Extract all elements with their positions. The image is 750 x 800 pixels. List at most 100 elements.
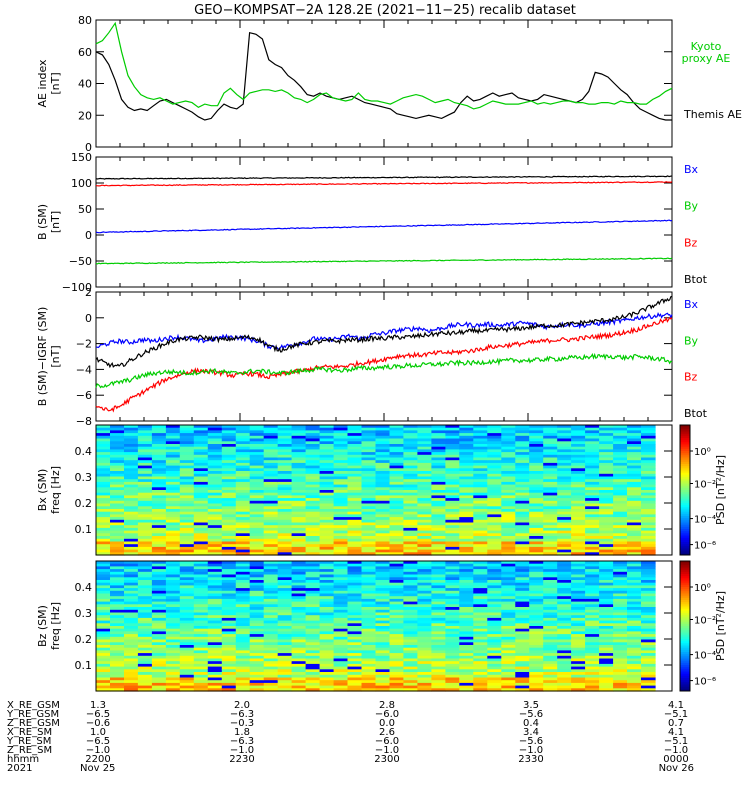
- spectrogram-cell: [305, 525, 321, 529]
- spectrogram-cell: [529, 552, 544, 556]
- spectrogram-cell: [277, 544, 293, 548]
- spectrogram-cell: [445, 588, 460, 592]
- spectrogram-cell: [543, 468, 558, 472]
- spectrogram-cell: [501, 566, 516, 570]
- spectrogram-cell: [235, 506, 251, 510]
- spectrogram-cell: [347, 566, 363, 570]
- spectrogram-cell: [445, 487, 460, 491]
- spectrogram-cell: [501, 634, 516, 638]
- spectrogram-cell: [641, 685, 656, 689]
- spectrogram-cell: [585, 527, 600, 532]
- spectrogram-cell: [375, 590, 391, 595]
- spectrogram-cell: [557, 680, 572, 684]
- colorbar-step: [680, 529, 690, 532]
- spectrogram-cell: [445, 642, 460, 646]
- spectrogram-cell: [165, 674, 181, 679]
- spectrogram-cell: [347, 631, 363, 635]
- spectrogram-cell: [263, 473, 279, 478]
- spectrogram-cell: [431, 454, 446, 459]
- spectrogram-cell: [305, 628, 321, 632]
- spectrogram-cell: [403, 476, 418, 480]
- spectrogram-cell: [571, 666, 586, 670]
- spectrogram-cell: [557, 484, 572, 488]
- spectrogram-cell: [515, 541, 530, 545]
- spectrogram-cell: [585, 473, 600, 478]
- spectrogram-cell: [235, 511, 251, 515]
- spectrogram-cell: [249, 506, 265, 510]
- spectrogram-cell: [389, 612, 405, 616]
- spectrogram-cell: [599, 441, 614, 445]
- spectrogram-cell: [124, 661, 139, 665]
- spectrogram-cell: [263, 580, 279, 584]
- spectrogram-cell: [515, 669, 530, 673]
- spectrogram-cell: [557, 454, 572, 459]
- spectrogram-cell: [417, 598, 432, 603]
- spectrogram-cell: [221, 585, 237, 589]
- spectrogram-cell: [571, 446, 586, 450]
- spectrogram-cell: [529, 647, 544, 651]
- spectrogram-cell: [165, 473, 181, 478]
- spectrogram-cell: [291, 617, 307, 622]
- spectrogram-cell: [627, 460, 642, 464]
- spectrogram-cell: [165, 462, 181, 467]
- spectrogram-cell: [501, 682, 516, 687]
- colorbar-step: [680, 435, 690, 439]
- spectrogram-cell: [347, 514, 363, 518]
- spectrogram-cell: [627, 593, 642, 597]
- spectrogram-cell: [124, 522, 139, 526]
- spectrogram-cell: [627, 427, 642, 431]
- spectrogram-cell: [375, 517, 391, 521]
- spectrogram-cell: [403, 585, 418, 589]
- spectrogram-cell: [375, 580, 391, 584]
- spectrogram-cell: [571, 460, 586, 464]
- spectrogram-cell: [543, 601, 558, 605]
- spectrogram-cell: [585, 525, 600, 529]
- spectrogram-cell: [557, 544, 572, 548]
- y-tick-label: 0.1: [75, 659, 93, 672]
- spectrogram-cell: [110, 615, 125, 619]
- spectrogram-cell: [641, 601, 656, 605]
- spectrogram-cell: [179, 517, 195, 521]
- spectrogram-cell: [347, 663, 363, 668]
- spectrogram-cell: [501, 457, 516, 461]
- spectrogram-cell: [459, 596, 474, 600]
- spectrogram-cell: [515, 634, 530, 638]
- spectrogram-cell: [347, 490, 363, 494]
- spectrogram-cell: [515, 682, 530, 687]
- spectrogram-cell: [96, 544, 111, 548]
- spectrogram-cell: [613, 580, 628, 584]
- spectrogram-cell: [249, 615, 265, 619]
- spectrogram-cell: [501, 666, 516, 670]
- spectrogram-cell: [557, 476, 572, 480]
- spectrogram-cell: [305, 473, 321, 478]
- spectrogram-cell: [529, 549, 544, 553]
- spectrogram-cell: [403, 566, 418, 570]
- spectrogram-cell: [165, 544, 181, 548]
- spectrogram-cell: [403, 479, 418, 483]
- spectrogram-cell: [263, 685, 279, 689]
- spectrogram-cell: [417, 677, 432, 681]
- spectrogram-cell: [263, 566, 279, 570]
- spectrogram-cell: [585, 479, 600, 483]
- spectrogram-cell: [207, 452, 223, 456]
- spectrogram-cell: [110, 674, 125, 679]
- spectrogram-cell: [543, 511, 558, 515]
- spectrogram-cell: [235, 487, 251, 491]
- spectrogram-cell: [361, 544, 377, 548]
- spectrogram-cell: [627, 511, 642, 515]
- spectrogram-cell: [375, 425, 391, 429]
- spectrogram-cell: [249, 645, 265, 649]
- spectrogram-cell: [431, 607, 446, 611]
- spectrogram-cell: [179, 623, 195, 627]
- spectrogram-cell: [501, 433, 516, 437]
- spectrogram-cell: [445, 484, 460, 488]
- spectrogram-cell: [263, 596, 279, 600]
- spectrogram-cell: [179, 479, 195, 483]
- spectrogram-cell: [124, 476, 139, 480]
- spectrogram-cell: [557, 552, 572, 556]
- spectrogram-cell: [431, 677, 446, 681]
- spectrogram-cell: [641, 617, 656, 622]
- spectrogram-cell: [277, 680, 293, 684]
- spectrogram-cell: [599, 585, 614, 589]
